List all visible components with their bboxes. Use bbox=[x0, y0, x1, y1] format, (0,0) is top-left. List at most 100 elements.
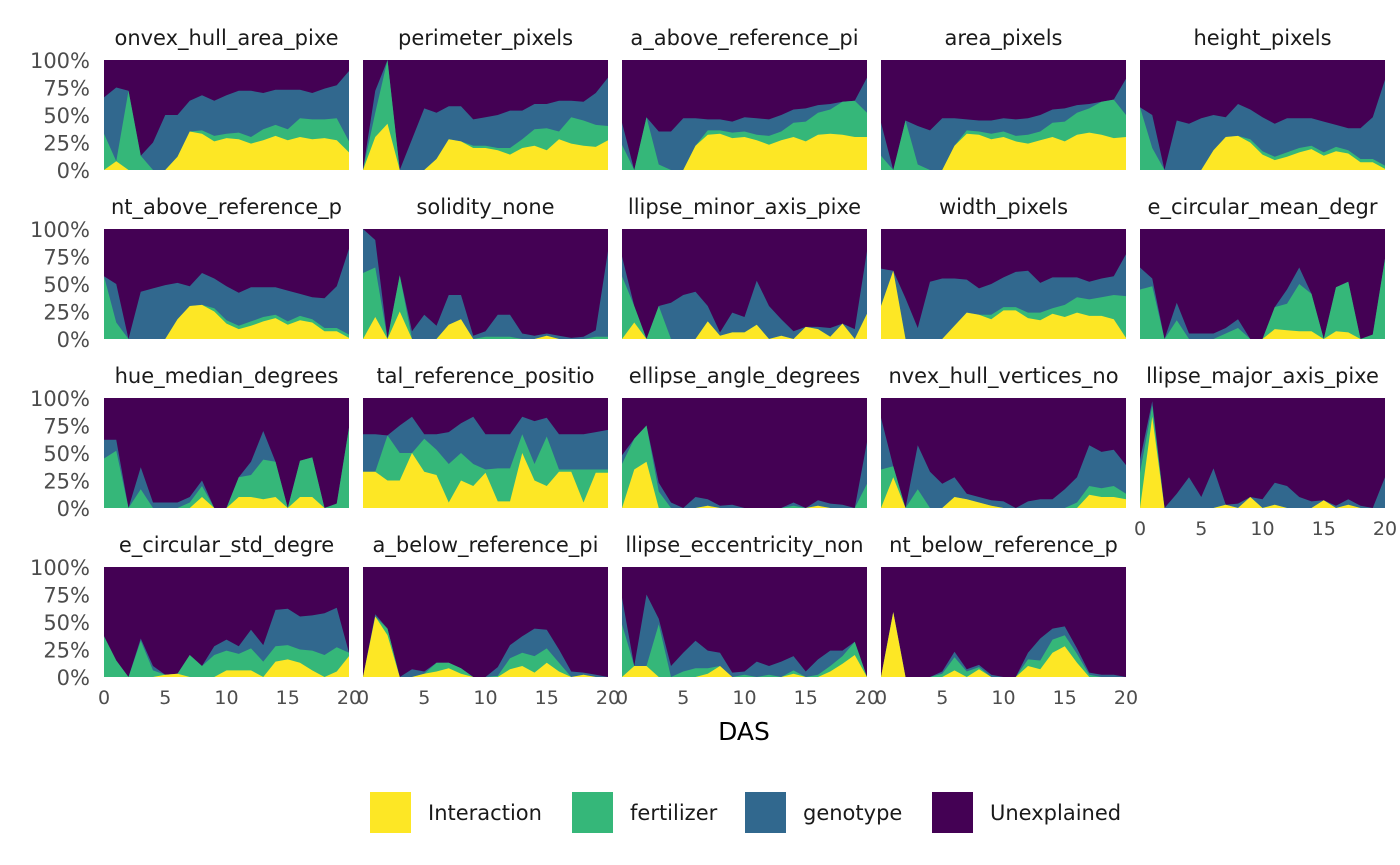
facet-plot-area bbox=[363, 229, 608, 339]
area-interaction bbox=[104, 304, 349, 339]
facet-strip-title: nvex_hull_vertices_no bbox=[888, 364, 1118, 389]
facet-plot-area bbox=[622, 567, 867, 677]
area-interaction bbox=[1140, 329, 1385, 339]
x-tick-label: 5 bbox=[936, 687, 948, 709]
x-tick-label: 15 bbox=[1312, 518, 1336, 540]
facet-strip-title: nt_below_reference_p bbox=[889, 533, 1118, 558]
y-tick-label: 100% bbox=[30, 556, 90, 580]
area-genotype bbox=[1140, 79, 1385, 170]
facet-panel: height_pixels bbox=[1140, 26, 1385, 170]
y-tick-label: 50% bbox=[43, 611, 90, 635]
x-tick-label: 20 bbox=[855, 687, 879, 709]
facet-plot-area bbox=[622, 229, 867, 339]
facet-panel: nt_below_reference_p 0 5 10 15 20 bbox=[875, 533, 1138, 709]
area-interaction bbox=[881, 132, 1126, 170]
facet-plot-area bbox=[1140, 60, 1385, 170]
facet-panel: llipse_eccentricity_non 0 5 10 15 20 bbox=[616, 533, 879, 709]
facet-strip-title: a_above_reference_pi bbox=[630, 26, 858, 51]
facet-plot-area bbox=[104, 567, 349, 677]
y-tick-label: 25% bbox=[43, 639, 90, 663]
facet-plot-area bbox=[1140, 229, 1385, 339]
area-unexplained bbox=[363, 567, 608, 677]
x-tick-label: 5 bbox=[159, 687, 171, 709]
legend-label: genotype bbox=[803, 801, 902, 825]
facet-plot-area bbox=[622, 60, 867, 170]
facet-panel: e_circular_mean_degr bbox=[1140, 195, 1385, 339]
area-interaction bbox=[104, 656, 349, 677]
facet-strip-title: llipse_eccentricity_non bbox=[625, 533, 863, 558]
x-tick-label: 0 bbox=[875, 687, 887, 709]
x-tick-label: 10 bbox=[473, 687, 497, 709]
area-fertilizer bbox=[104, 276, 349, 339]
facet-plot-area bbox=[104, 398, 349, 508]
area-interaction bbox=[622, 461, 867, 508]
area-interaction bbox=[363, 123, 608, 170]
area-interaction bbox=[622, 655, 867, 677]
legend-swatch bbox=[932, 792, 973, 833]
x-tick-label: 5 bbox=[1195, 518, 1207, 540]
facet-strip-title: width_pixels bbox=[939, 195, 1068, 220]
facet-strip-title: llipse_major_axis_pixe bbox=[1146, 364, 1379, 389]
legend-swatch bbox=[572, 792, 613, 833]
x-tick-label: 5 bbox=[677, 687, 689, 709]
facet-plot-area bbox=[104, 229, 349, 339]
facet-panel: solidity_none bbox=[363, 195, 608, 339]
legend-item: Interaction bbox=[370, 792, 542, 833]
y-tick-label: 50% bbox=[43, 104, 90, 128]
x-tick-label: 0 bbox=[616, 687, 628, 709]
x-tick-label: 20 bbox=[596, 687, 620, 709]
legend-item: genotype bbox=[745, 792, 902, 833]
facet-plot-area bbox=[881, 398, 1126, 508]
facet-panel: area_pixels bbox=[881, 26, 1126, 170]
y-tick-label: 75% bbox=[43, 415, 90, 439]
facet-panel: hue_median_degrees 0% 25% 50% 75% 100% bbox=[30, 364, 349, 521]
facet-panel: nt_above_reference_p 0% 25% 50% 75% 100% bbox=[30, 195, 349, 352]
y-tick-label: 75% bbox=[43, 246, 90, 270]
area-genotype bbox=[104, 248, 349, 339]
x-tick-label: 10 bbox=[1250, 518, 1274, 540]
y-tick-label: 25% bbox=[43, 132, 90, 156]
x-tick-label: 10 bbox=[732, 687, 756, 709]
area-interaction bbox=[622, 313, 867, 339]
x-tick-label: 10 bbox=[991, 687, 1015, 709]
legend: Interaction fertilizer genotype Unexplained bbox=[370, 792, 1121, 833]
area-fertilizer bbox=[363, 60, 608, 170]
area-genotype bbox=[881, 417, 1126, 508]
area-genotype bbox=[622, 594, 867, 677]
facet-panel: width_pixels bbox=[881, 195, 1126, 339]
legend-item: Unexplained bbox=[932, 792, 1121, 833]
x-tick-label: 0 bbox=[1134, 518, 1146, 540]
y-tick-label: 0% bbox=[57, 497, 90, 521]
facet-panel: tal_reference_positio bbox=[363, 364, 608, 508]
area-fertilizer bbox=[104, 427, 349, 508]
x-tick-label: 20 bbox=[337, 687, 361, 709]
facet-strip-title: perimeter_pixels bbox=[398, 26, 573, 51]
area-interaction bbox=[881, 612, 1126, 677]
x-tick-label: 15 bbox=[1053, 687, 1077, 709]
facet-strip-title: onvex_hull_area_pixe bbox=[114, 26, 338, 51]
y-tick-label: 75% bbox=[43, 584, 90, 608]
facet-strip-title: llipse_minor_axis_pixe bbox=[628, 195, 861, 220]
area-interaction bbox=[363, 453, 608, 508]
y-tick-label: 0% bbox=[57, 159, 90, 183]
facet-strip-title: height_pixels bbox=[1193, 26, 1331, 51]
y-tick-label: 25% bbox=[43, 470, 90, 494]
x-tick-label: 20 bbox=[1114, 687, 1138, 709]
area-interaction bbox=[1140, 135, 1385, 170]
facet-plot-area bbox=[363, 60, 608, 170]
area-unexplained bbox=[881, 567, 1126, 677]
x-tick-label: 20 bbox=[1373, 518, 1397, 540]
facet-strip-title: a_below_reference_pi bbox=[373, 533, 599, 558]
facet-panel: onvex_hull_area_pixe 0% 25% 50% 75% 100% bbox=[30, 26, 349, 183]
area-fertilizer bbox=[1140, 107, 1385, 170]
legend-item: fertilizer bbox=[572, 792, 718, 833]
facet-strip-title: nt_above_reference_p bbox=[111, 195, 342, 220]
area-unexplained bbox=[1140, 398, 1385, 508]
y-tick-label: 75% bbox=[43, 77, 90, 101]
facet-panel: llipse_major_axis_pixe 0 5 10 15 20 bbox=[1134, 364, 1397, 540]
facet-panels: onvex_hull_area_pixe0%25%50%75%100%perim… bbox=[30, 26, 1397, 709]
facet-plot-area bbox=[881, 60, 1126, 170]
area-interaction bbox=[104, 497, 349, 508]
y-tick-label: 100% bbox=[30, 218, 90, 242]
